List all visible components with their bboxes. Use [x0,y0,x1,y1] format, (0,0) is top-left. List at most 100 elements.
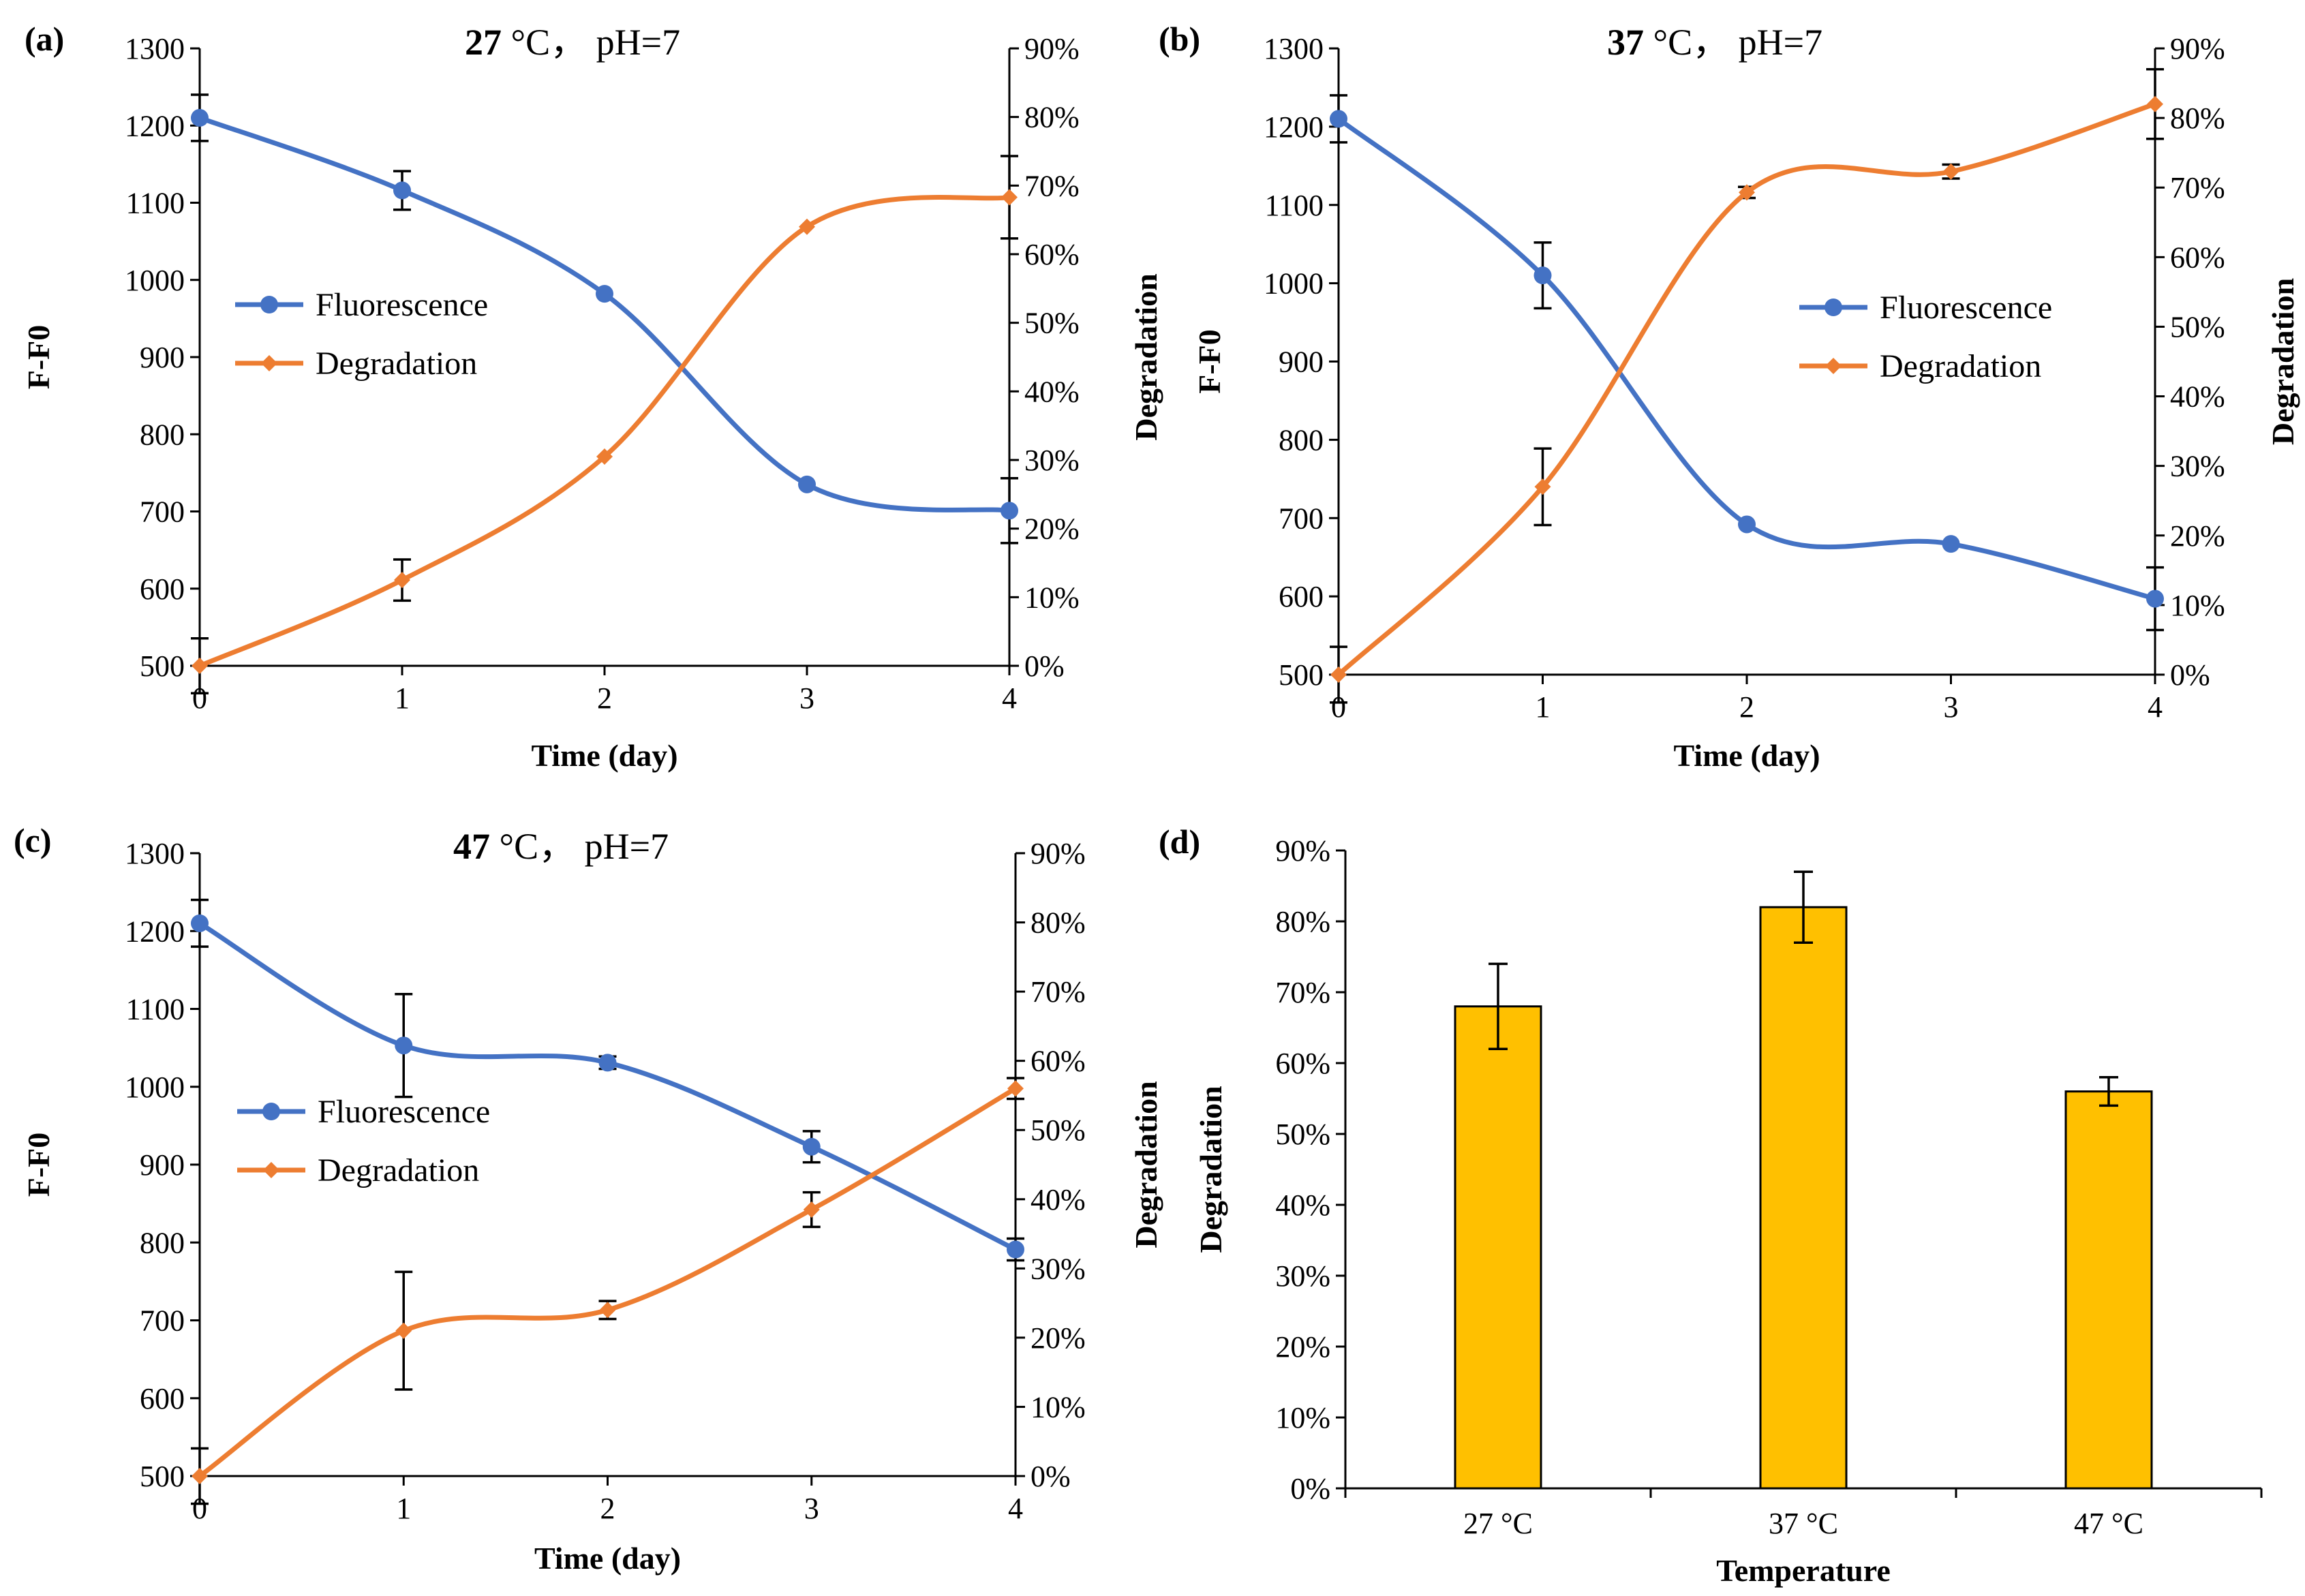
title-condition: °C， pH=7 [1644,22,1822,63]
y-tick-label: 60% [1275,1047,1330,1080]
data-point [799,218,815,235]
x-tick-label: 1 [395,681,410,715]
series-fluorescence [191,898,1024,1262]
left-tick-label: 1200 [125,109,185,142]
bar [1454,1005,1542,1490]
left-tick-label: 900 [140,341,185,374]
data-point [192,1468,208,1484]
right-tick-label: 30% [1024,444,1080,477]
data-point [802,1137,821,1156]
data-point [1001,189,1018,206]
error-bar [1489,962,1508,1050]
left-tick-label: 900 [140,1148,185,1182]
right-tick-label: 20% [1024,512,1080,546]
data-point [798,475,816,493]
left-tick-label: 800 [140,1226,185,1259]
right-tick-label: 40% [1031,1183,1086,1216]
left-tick-label: 1300 [125,837,185,870]
series-line-fluorescence [198,921,1017,1252]
legend-label: Fluorescence [318,1094,490,1130]
x-tick-label: 4 [1002,681,1017,715]
left-tick-label: 900 [1279,346,1324,379]
series-degradation [1330,67,2164,704]
data-point [599,1302,616,1319]
legend: Fluorescence Degradation [235,287,488,382]
right-tick-label: 40% [1024,375,1080,408]
series-line-degradation [198,1086,1017,1478]
x-tick-label: 3 [804,1492,819,1525]
right-tick-label: 30% [2170,450,2225,483]
right-tick-label: 90% [2170,32,2225,65]
left-tick-label: 1300 [125,32,185,65]
data-point [192,658,208,674]
chart-title: 47 °C， pH=7 [453,826,669,867]
series-degradation [191,1077,1024,1505]
x-tick-label: 2 [600,1492,615,1525]
x-tick-label: 4 [1008,1492,1023,1525]
left-tick-label: 800 [1279,423,1324,457]
y-tick-label: 70% [1275,976,1330,1009]
data-point [1942,535,1960,553]
data-point [1330,666,1347,683]
data-point [394,572,410,589]
x-tick-label: 0 [192,1492,207,1525]
line-chart-b: 500 600 700 800 900 1000 1100 1200 1300 0% 10% 20% 3… [1159,20,2300,773]
left-tick-label: 500 [1279,658,1324,692]
data-point [1007,1240,1024,1259]
data-point [1330,110,1347,128]
data-point [1739,184,1755,201]
left-tick-label: 600 [140,572,185,606]
right-tick-label: 0% [2170,658,2210,692]
right-tick-label: 70% [1031,975,1086,1009]
right-tick-label: 20% [2170,519,2225,553]
title-temperature: 37 [1607,22,1644,63]
data-point [191,914,209,932]
right-tick-label: 70% [2170,171,2225,204]
right-tick-label: 40% [2170,380,2225,414]
left-tick-label: 1000 [1264,267,1324,301]
left-tick-label: 500 [140,1460,185,1493]
y-tick-label: 0% [1290,1472,1330,1505]
error-bar [2099,1076,2118,1107]
x-tick-label: 1 [1536,690,1551,724]
data-point [598,1054,617,1072]
title-temperature: 47 [453,826,490,867]
right-tick-label: 90% [1024,32,1080,65]
data-point [191,108,209,127]
x-tick-label: 47 °C [2074,1507,2143,1540]
series-fluorescence [1330,94,2164,632]
right-tick-label: 30% [1031,1252,1086,1285]
data-point [2146,589,2164,608]
data-point [1007,1080,1024,1097]
right-axis-label: Degradation [1129,273,1163,440]
right-tick-label: 80% [2170,102,2225,135]
left-axis-label: F-F0 [1192,329,1227,394]
bar [1759,906,1848,1490]
left-tick-label: 1000 [125,264,185,297]
left-tick-label: 700 [140,495,185,529]
legend-marker [1825,358,1842,374]
left-tick-label: 600 [140,1382,185,1415]
data-point [1533,266,1552,285]
legend-marker [261,355,277,371]
legend-marker [262,1103,280,1120]
y-axis-label: Degradation [1193,1086,1228,1253]
series-degradation [191,155,1018,695]
y-tick-label: 80% [1275,905,1330,938]
y-tick-label: 10% [1275,1401,1330,1434]
bar [2064,1090,2153,1490]
x-tick-label: 3 [1944,690,1959,724]
y-tick-label: 20% [1275,1330,1330,1364]
legend-label: Degradation [316,346,477,382]
y-tick-label: 90% [1275,834,1330,868]
left-tick-label: 1300 [1264,32,1324,65]
data-point [395,1322,412,1339]
right-tick-label: 50% [2170,310,2225,343]
right-axis-label: Degradation [1129,1081,1163,1248]
right-tick-label: 50% [1031,1114,1086,1147]
chart-title: 37 °C， pH=7 [1607,22,1822,63]
error-bar [1794,870,1813,944]
left-axis-label: F-F0 [21,325,56,390]
x-tick-label: 37 °C [1769,1507,1838,1540]
